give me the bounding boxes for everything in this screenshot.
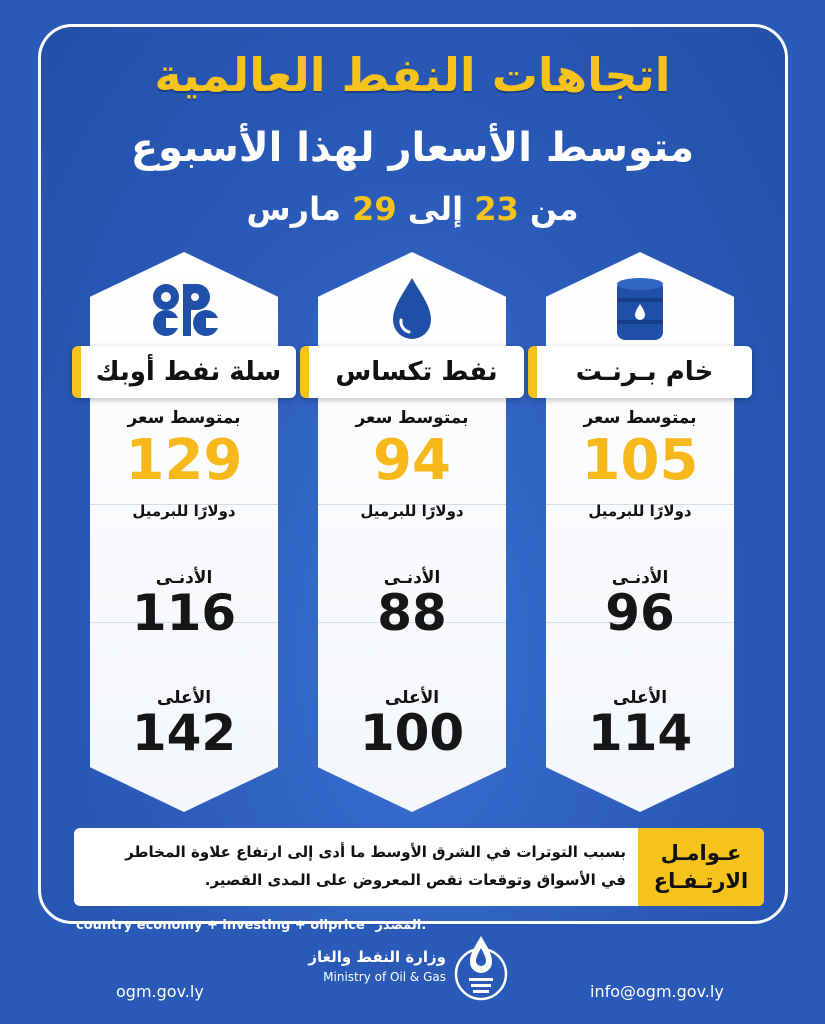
page-title: اتجاهات النفط العالمية bbox=[154, 48, 671, 102]
avg-label: بمتوسط سعر bbox=[583, 408, 697, 428]
divider bbox=[318, 622, 506, 623]
min-label: الأدنـى bbox=[155, 568, 213, 588]
divider bbox=[90, 504, 278, 505]
rise-factors-tag-line2: الارتـفـاع bbox=[653, 869, 749, 893]
email-link[interactable]: info@ogm.gov.ly bbox=[590, 982, 724, 1001]
min-label: الأدنـى bbox=[383, 568, 441, 588]
rise-factors-line1: بسبب التوترات في الشرق الأوسط ما أدى إلى… bbox=[125, 843, 626, 861]
rise-factors-line2: في الأسواق وتوقعات نقص المعروض على المدى… bbox=[204, 871, 626, 889]
oil-barrel-icon bbox=[546, 274, 734, 346]
card-title-brent: خام بـرنـت bbox=[528, 346, 752, 398]
max-value: 114 bbox=[587, 704, 693, 762]
max-label: الأعلى bbox=[384, 688, 440, 708]
max-label: الأعلى bbox=[612, 688, 668, 708]
divider bbox=[546, 504, 734, 505]
card-title-opec: سلة نفط أوبك bbox=[72, 346, 296, 398]
min-label: الأدنـى bbox=[611, 568, 669, 588]
date-mid: إلى bbox=[407, 190, 464, 228]
rise-factors-tag: عـوامـل الارتـفـاع bbox=[638, 828, 764, 906]
min-value: 116 bbox=[131, 584, 237, 642]
date-month: مارس bbox=[246, 190, 341, 228]
avg-label: بمتوسط سعر bbox=[355, 408, 469, 428]
avg-value: 94 bbox=[373, 428, 451, 493]
card-background bbox=[546, 252, 734, 812]
avg-value: 129 bbox=[125, 428, 243, 493]
divider bbox=[90, 622, 278, 623]
rise-factors-text: بسبب التوترات في الشرق الأوسط ما أدى إلى… bbox=[86, 838, 626, 894]
max-value: 142 bbox=[131, 704, 237, 762]
min-value: 88 bbox=[377, 584, 447, 642]
date-range: من 23 إلى 29 مارس bbox=[0, 190, 825, 228]
source-value: country economy + investing + oilprice bbox=[76, 918, 365, 933]
source-label: المصدر: bbox=[375, 918, 427, 933]
unit-label: دولارًا للبرميل bbox=[360, 502, 464, 520]
ministry-name-en: Ministry of Oil & Gas bbox=[323, 970, 446, 984]
card-title-texas: نفط تكساس bbox=[300, 346, 524, 398]
ministry-logo-icon bbox=[450, 932, 512, 1004]
date-prefix: من bbox=[529, 190, 579, 228]
unit-label: دولارًا للبرميل bbox=[132, 502, 236, 520]
source-line: country economy + investing + oilprice ا… bbox=[76, 918, 432, 933]
min-value: 96 bbox=[605, 584, 675, 642]
card-background bbox=[90, 252, 278, 812]
card-background bbox=[318, 252, 506, 812]
date-from: 23 bbox=[474, 190, 519, 228]
opec-logo-icon bbox=[90, 274, 278, 346]
avg-label: بمتوسط سعر bbox=[127, 408, 241, 428]
avg-value: 105 bbox=[581, 428, 699, 493]
page-subtitle: متوسط الأسعار لهذا الأسبوع bbox=[130, 125, 695, 171]
card-texas: بمتوسط سعر 94 دولارًا للبرميل الأدنـى 88… bbox=[318, 252, 506, 812]
rise-factors-tag-line1: عـوامـل bbox=[660, 841, 742, 865]
divider bbox=[546, 622, 734, 623]
unit-label: دولارًا للبرميل bbox=[588, 502, 692, 520]
ministry-name: وزارة النفط والغاز Ministry of Oil & Gas bbox=[296, 948, 446, 984]
date-to: 29 bbox=[352, 190, 397, 228]
rise-factors-box: عـوامـل الارتـفـاع بسبب التوترات في الشر… bbox=[74, 828, 764, 906]
card-brent: بمتوسط سعر 105 دولارًا للبرميل الأدنـى 9… bbox=[546, 252, 734, 812]
ministry-name-ar: وزارة النفط والغاز bbox=[308, 948, 446, 966]
website-link[interactable]: ogm.gov.ly bbox=[116, 982, 204, 1001]
divider bbox=[318, 504, 506, 505]
oil-drop-icon bbox=[318, 274, 506, 346]
max-label: الأعلى bbox=[156, 688, 212, 708]
card-opec: بمتوسط سعر 129 دولارًا للبرميل الأدنـى 1… bbox=[90, 252, 278, 812]
max-value: 100 bbox=[359, 704, 465, 762]
